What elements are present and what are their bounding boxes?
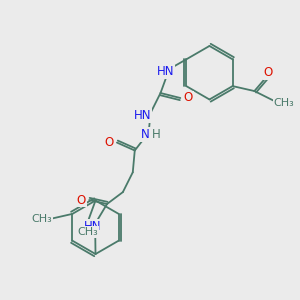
Text: O: O — [104, 136, 114, 149]
Text: HN: HN — [157, 65, 174, 78]
Text: O: O — [264, 66, 273, 79]
Text: HN: HN — [83, 220, 101, 233]
Text: O: O — [76, 194, 86, 206]
Text: H: H — [152, 128, 161, 141]
Text: CH₃: CH₃ — [274, 98, 295, 108]
Text: CH₃: CH₃ — [77, 227, 98, 237]
Text: HN: HN — [134, 109, 152, 122]
Text: O: O — [184, 92, 193, 104]
Text: N: N — [141, 128, 150, 141]
Text: CH₃: CH₃ — [31, 214, 52, 224]
